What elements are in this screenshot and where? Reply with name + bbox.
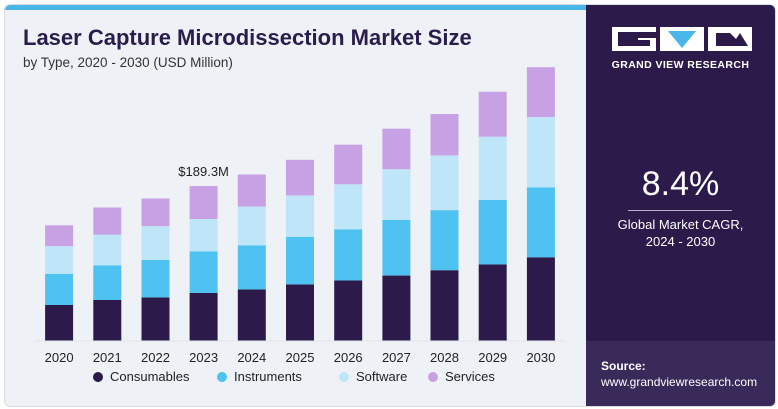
legend-label-instruments: Instruments (234, 369, 302, 384)
bar-software-2025 (286, 195, 314, 237)
bar-software-2026 (334, 184, 363, 230)
bar-consumables-2021 (93, 300, 122, 341)
bar-consumables-2030 (526, 257, 555, 341)
bar-consumables-2025 (286, 284, 314, 341)
bar-instruments-2030 (526, 187, 555, 258)
bar-instruments-2029 (478, 199, 507, 265)
bar-services-2020 (45, 225, 74, 247)
cagr-label-line2: 2024 - 2030 (645, 234, 716, 249)
bar-consumables-2023 (189, 292, 218, 341)
bar-services-2024 (237, 174, 266, 207)
legend-marker-software (339, 372, 349, 382)
bar-instruments-2023 (189, 251, 218, 293)
divider (628, 210, 732, 211)
source-box (586, 341, 775, 406)
bar-software-2021 (93, 234, 122, 266)
bar-software-2030 (526, 117, 555, 188)
bar-consumables-2028 (430, 270, 459, 341)
source-label: Source: (601, 359, 646, 373)
x-tick-label-2025: 2025 (286, 350, 315, 365)
cagr-value: 8.4% (641, 165, 720, 203)
grand-view-research-logo (612, 27, 752, 51)
bar-consumables-2027 (382, 275, 411, 341)
bar-software-2024 (237, 206, 266, 246)
x-tick-label-2023: 2023 (189, 350, 218, 365)
summary-panel: GRAND VIEW RESEARCH 8.4% Global Market C… (586, 5, 775, 406)
bar-services-2021 (93, 207, 122, 235)
bar-services-2025 (286, 159, 314, 196)
bar-software-2027 (382, 169, 411, 220)
legend-label-software: Software (356, 369, 407, 384)
legend-marker-consumables (93, 372, 103, 382)
source-link[interactable]: www.grandviewresearch.com (601, 375, 758, 389)
legend-label-services: Services (445, 369, 495, 384)
x-tick-label-2026: 2026 (334, 350, 363, 365)
x-tick-label-2021: 2021 (93, 350, 122, 365)
bar-software-2029 (478, 136, 507, 200)
accent-bar (5, 5, 586, 10)
legend-marker-instruments (217, 372, 227, 382)
chart-title: Laser Capture Microdissection Market Siz… (23, 25, 472, 50)
x-tick-label-2022: 2022 (141, 350, 170, 365)
bar-instruments-2020 (45, 273, 74, 305)
bar-software-2022 (141, 226, 170, 260)
value-annotation: $189.3M (178, 164, 229, 179)
bar-services-2030 (526, 67, 555, 118)
bar-software-2028 (430, 155, 459, 211)
bar-consumables-2020 (45, 304, 74, 341)
legend-marker-services (428, 372, 438, 382)
bar-instruments-2028 (430, 210, 459, 271)
bar-software-2023 (189, 219, 218, 252)
bar-instruments-2026 (334, 229, 363, 281)
bar-instruments-2027 (382, 219, 411, 276)
bar-consumables-2026 (334, 280, 363, 341)
stacked-bar-chart: 2020 2021 2022 2023 $189.3M 2024 2025 2026 2027 2… (35, 67, 565, 384)
bar-instruments-2021 (93, 265, 122, 300)
bar-services-2023 (189, 186, 218, 219)
bar-services-2026 (334, 144, 363, 185)
x-tick-label-2020: 2020 (45, 350, 74, 365)
cagr-label-line1: Global Market CAGR, (617, 217, 744, 232)
bar-instruments-2025 (286, 236, 314, 285)
bar-consumables-2022 (141, 297, 170, 341)
x-tick-label-2028: 2028 (430, 350, 459, 365)
chart-subtitle: by Type, 2020 - 2030 (USD Million) (23, 55, 233, 70)
brand-name: GRAND VIEW RESEARCH (611, 59, 750, 71)
bar-services-2028 (430, 114, 459, 156)
bar-software-2020 (45, 246, 74, 274)
bar-instruments-2022 (141, 260, 170, 298)
bar-services-2029 (478, 91, 507, 137)
x-tick-label-2024: 2024 (237, 350, 266, 365)
bar-consumables-2029 (478, 264, 507, 341)
x-tick-label-2027: 2027 (382, 350, 411, 365)
bar-services-2027 (382, 128, 411, 170)
legend-label-consumables: Consumables (110, 369, 190, 384)
bar-services-2022 (141, 198, 170, 227)
bar-consumables-2024 (237, 289, 266, 341)
bar-instruments-2024 (237, 245, 266, 290)
cagr-label: Global Market CAGR, 2024 - 2030 (586, 216, 775, 250)
infographic-card: Laser Capture Microdissection Market Siz… (4, 4, 776, 407)
x-tick-label-2029: 2029 (478, 350, 507, 365)
x-tick-label-2030: 2030 (526, 350, 555, 365)
